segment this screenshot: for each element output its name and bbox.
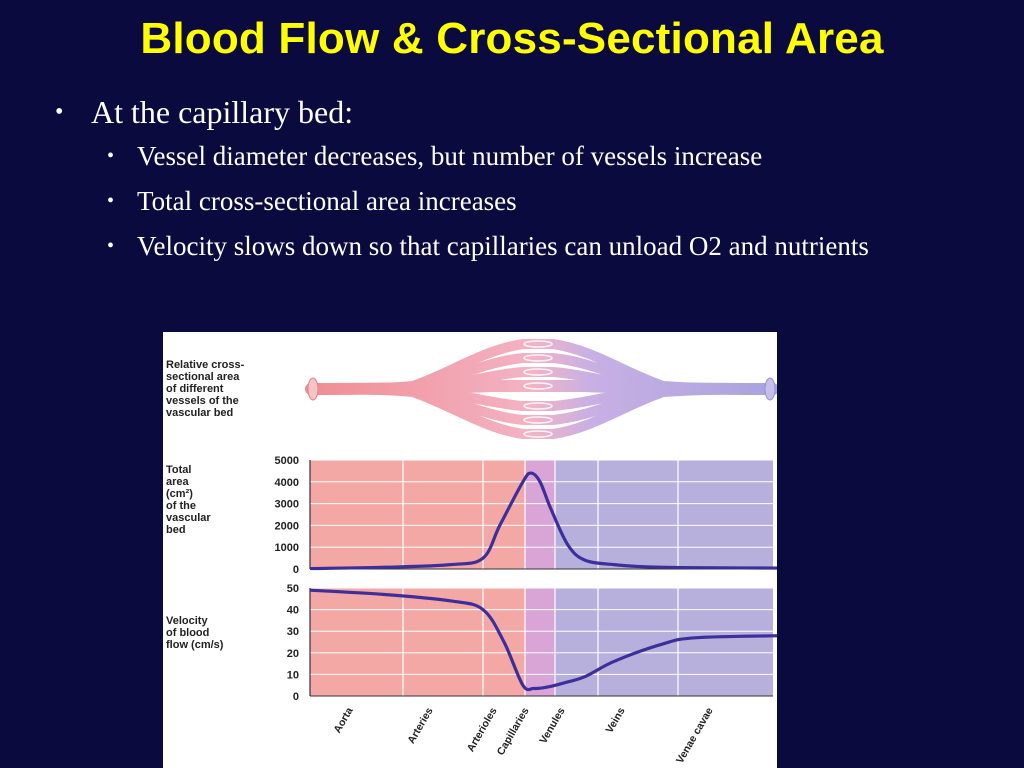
velocity-chart-tick-label: 0	[293, 691, 299, 703]
area-label-line-2: area	[166, 476, 190, 488]
slide-title: Blood Flow & Cross-Sectional Area	[140, 14, 884, 63]
velocity-chart-band-capillaries	[525, 588, 555, 696]
velocity-label-line-1: Velocity	[166, 615, 208, 627]
velocity-label-line-2: of blood	[166, 627, 209, 639]
vessel-label-line-1: Relative cross-	[166, 359, 245, 371]
area-chart-tick-label: 5000	[275, 455, 299, 467]
capillary-loop-6	[523, 416, 553, 424]
category-label-venae-cavae: Venae cavae	[674, 705, 716, 765]
aorta-opening	[307, 377, 319, 401]
category-label-capillaries: Capillaries	[495, 705, 532, 757]
capillary-loop-3	[523, 368, 553, 376]
sub-bullet-area: Total cross-sectional area increases	[55, 183, 937, 220]
capillary-loop-4	[523, 382, 553, 390]
velocity-chart-tick-label: 40	[287, 605, 299, 617]
velocity-chart-tick-label: 20	[287, 648, 299, 660]
capillary-loop-2	[523, 354, 553, 362]
category-label-aorta: Aorta	[331, 705, 355, 735]
capillary-loop-7	[523, 430, 553, 438]
velocity-chart-band-arteries	[403, 588, 483, 696]
velocity-chart-tick-label: 10	[287, 669, 299, 681]
area-chart-band-arteries	[403, 460, 483, 569]
area-chart-tick-label: 0	[293, 564, 299, 576]
area-chart-curve	[309, 471, 777, 571]
area-label-line-1: Total	[166, 464, 191, 476]
sub-bullet-diameter: Vessel diameter decreases, but number of…	[55, 138, 937, 175]
area-label-line-4: of the	[166, 500, 196, 512]
area-chart-tick-label: 1000	[275, 542, 299, 554]
vessel-diagram-label: Relative cross- sectional area of differ…	[166, 359, 245, 419]
area-chart-band-capillaries	[525, 460, 555, 569]
area-chart: 5000 4000 3000 2000 1000 0	[275, 455, 777, 576]
vessel-diagram	[300, 339, 777, 439]
bullet-list: At the capillary bed: Vessel diameter de…	[55, 92, 937, 265]
category-label-veins: Veins	[603, 705, 627, 735]
capillary-loop-1	[523, 340, 553, 348]
category-label-arteries: Arteries	[405, 705, 435, 746]
area-chart-band-venules	[555, 460, 598, 569]
velocity-chart-band-aorta	[310, 588, 403, 696]
sub-bullet-velocity: Velocity slows down so that capillaries …	[55, 228, 937, 265]
capillary-loops	[523, 340, 553, 438]
velocity-label-line-3: flow (cm/s)	[166, 639, 224, 651]
vessel-label-line-5: vascular bed	[166, 407, 233, 419]
vessel-label-line-4: vessels of the	[166, 395, 239, 407]
area-label-line-6: bed	[166, 524, 186, 536]
area-chart-tick-label: 4000	[275, 477, 299, 489]
velocity-chart-curve	[309, 588, 777, 692]
velocity-chart-tick-label: 30	[287, 626, 299, 638]
area-chart-band-venae-cavae	[678, 460, 773, 569]
vascular-figure-svg: Relative cross- sectional area of differ…	[166, 339, 777, 766]
vessel-label-line-3: of different	[166, 383, 224, 395]
velocity-chart-label: Velocity of blood flow (cm/s)	[166, 615, 224, 651]
category-label-arterioles: Arterioles	[465, 705, 500, 754]
area-chart-band-aorta	[310, 460, 403, 569]
velocity-chart-band-venae-cavae	[678, 588, 773, 696]
area-chart-band-veins	[598, 460, 678, 569]
category-label-venules: Venules	[537, 705, 567, 746]
area-label-line-5: vascular	[166, 512, 211, 524]
bullet-main: At the capillary bed:	[55, 92, 937, 132]
velocity-chart-tick-label: 50	[287, 583, 299, 595]
vessel-label-line-2: sectional area	[166, 371, 240, 383]
capillary-loop-5	[523, 402, 553, 410]
area-chart-label: Total area (cm²) of the vascular bed	[166, 464, 211, 536]
area-chart-tick-label: 2000	[275, 520, 299, 532]
area-chart-tick-label: 3000	[275, 499, 299, 511]
velocity-chart: 50 40 30 20 10 0	[287, 583, 777, 703]
vena-cava-opening	[764, 377, 776, 401]
area-label-line-3: (cm²)	[166, 488, 193, 500]
vascular-figure: Relative cross- sectional area of differ…	[163, 332, 777, 768]
